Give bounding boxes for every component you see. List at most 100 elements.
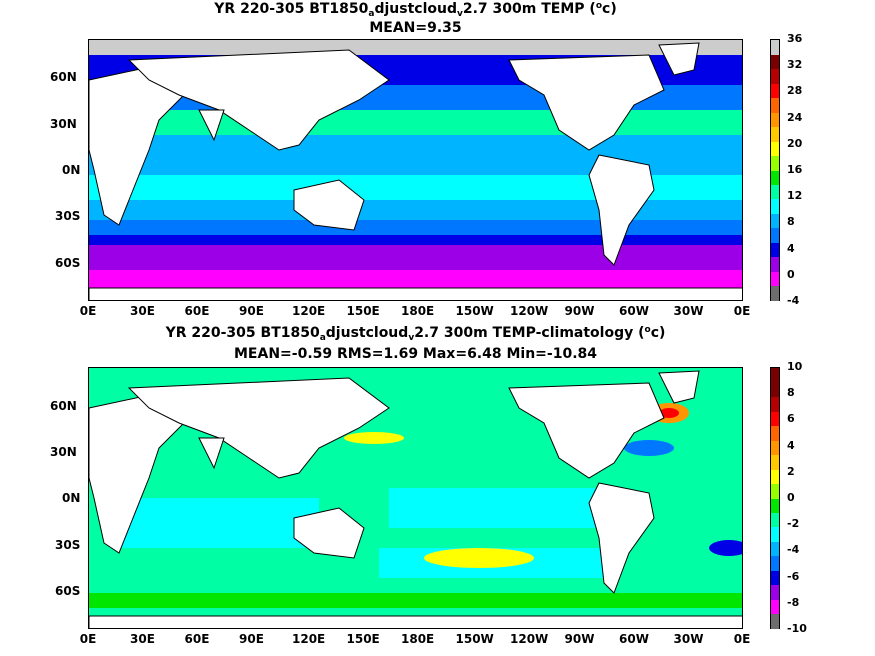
lon-label: 30E bbox=[130, 304, 155, 318]
panel2-colorbar bbox=[770, 367, 780, 629]
lon-label: 120E bbox=[292, 632, 326, 646]
lat-label: 0N bbox=[62, 491, 81, 505]
colorbar-tick-label: 16 bbox=[787, 163, 803, 176]
colorbar-segment bbox=[771, 170, 779, 185]
lon-label: 60E bbox=[184, 304, 210, 318]
lon-label: 60E bbox=[184, 632, 210, 646]
colorbar-tick-label: -10 bbox=[787, 622, 807, 635]
lat-label: 60N bbox=[50, 399, 77, 413]
colorbar-tick-label: 20 bbox=[787, 136, 803, 150]
lon-label: 180E bbox=[401, 304, 435, 318]
colorbar-segment bbox=[771, 454, 779, 470]
lat-label: 30N bbox=[50, 117, 77, 131]
colorbar-segment bbox=[771, 54, 779, 70]
lat-label: 30S bbox=[55, 209, 81, 223]
panel1-map bbox=[88, 39, 743, 301]
colorbar-segment bbox=[771, 256, 779, 272]
colorbar-tick-label: 32 bbox=[787, 58, 803, 72]
colorbar-segment bbox=[771, 526, 779, 542]
colorbar-segment bbox=[771, 97, 779, 113]
lon-label: 90W bbox=[564, 304, 595, 318]
panel1-stats: MEAN=9.35 bbox=[369, 20, 462, 36]
lon-label: 150E bbox=[346, 632, 380, 646]
panel1-title: YR 220-305 BT1850adjustcloudv2.7 300m TE… bbox=[214, 1, 617, 19]
colorbar-segment bbox=[771, 613, 779, 629]
colorbar-segment bbox=[771, 411, 779, 427]
lon-label: 180E bbox=[401, 632, 435, 646]
colorbar-segment bbox=[771, 68, 779, 84]
lon-label: 30W bbox=[673, 304, 704, 318]
colorbar-segment bbox=[771, 227, 779, 243]
lon-label: 0E bbox=[79, 632, 97, 646]
colorbar-tick-label: 2 bbox=[787, 464, 795, 478]
panel1-colorbar bbox=[770, 39, 780, 301]
colorbar-segment bbox=[771, 368, 779, 383]
colorbar-tick-label: 10 bbox=[787, 360, 803, 373]
colorbar-segment bbox=[771, 271, 779, 287]
colorbar-tick-label: -8 bbox=[787, 595, 800, 609]
colorbar-segment bbox=[771, 584, 779, 600]
lon-label: 0E bbox=[733, 304, 751, 318]
colorbar-tick-label: 36 bbox=[787, 32, 803, 45]
colorbar-tick-label: 8 bbox=[787, 386, 795, 400]
colorbar-segment bbox=[771, 483, 779, 499]
lat-label: 60S bbox=[55, 584, 81, 598]
colorbar-tick-label: 8 bbox=[787, 215, 795, 229]
lat-label: 30S bbox=[55, 538, 81, 552]
colorbar-segment bbox=[771, 555, 779, 571]
colorbar-tick-label: 0 bbox=[787, 267, 795, 281]
colorbar-tick-label: 6 bbox=[787, 412, 795, 426]
colorbar-tick-label: 0 bbox=[787, 491, 795, 504]
colorbar-tick-label: 24 bbox=[787, 110, 803, 124]
colorbar-segment bbox=[771, 112, 779, 128]
colorbar-segment bbox=[771, 213, 779, 229]
lon-label: 30E bbox=[130, 632, 155, 646]
lon-label: 60W bbox=[619, 304, 649, 318]
colorbar-tick-label: 4 bbox=[787, 438, 795, 452]
lat-label: 30N bbox=[50, 445, 77, 459]
colorbar-segment bbox=[771, 242, 779, 258]
lon-label: 150E bbox=[346, 304, 380, 318]
colorbar-segment bbox=[771, 469, 779, 485]
lon-label: 0E bbox=[733, 632, 751, 646]
lat-label: 60N bbox=[50, 70, 77, 84]
colorbar-tick-label: -4 bbox=[787, 294, 800, 307]
colorbar-segment bbox=[771, 396, 779, 412]
colorbar-tick-label: -2 bbox=[787, 517, 800, 531]
colorbar-segment bbox=[771, 570, 779, 586]
colorbar-tick-label: -4 bbox=[787, 543, 800, 557]
lon-label: 120W bbox=[510, 304, 549, 318]
colorbar-segment bbox=[771, 425, 779, 441]
colorbar-segment bbox=[771, 155, 779, 171]
lon-label: 60W bbox=[619, 632, 649, 646]
lon-label: 120E bbox=[292, 304, 326, 318]
colorbar-segment bbox=[771, 541, 779, 557]
colorbar-segment bbox=[771, 126, 779, 142]
lon-label: 150W bbox=[455, 304, 494, 318]
colorbar-tick-label: 12 bbox=[787, 189, 803, 203]
colorbar-segment bbox=[771, 40, 779, 55]
colorbar-segment bbox=[771, 498, 779, 513]
panel2-map bbox=[88, 367, 743, 629]
colorbar-segment bbox=[771, 382, 779, 398]
lon-label: 30W bbox=[673, 632, 704, 646]
lat-label: 60S bbox=[55, 256, 81, 270]
panel2-title: YR 220-305 BT1850adjustcloudv2.7 300m TE… bbox=[165, 325, 666, 343]
colorbar-segment bbox=[771, 83, 779, 99]
lat-label: 0N bbox=[62, 163, 81, 177]
colorbar-tick-label: 28 bbox=[787, 84, 803, 98]
lon-label: 0E bbox=[79, 304, 97, 318]
lon-label: 90W bbox=[564, 632, 595, 646]
colorbar-segment bbox=[771, 141, 779, 157]
colorbar-tick-label: 4 bbox=[787, 241, 795, 255]
lon-label: 90E bbox=[239, 304, 264, 318]
colorbar-segment bbox=[771, 285, 779, 301]
lon-label: 150W bbox=[455, 632, 494, 646]
colorbar-segment bbox=[771, 440, 779, 456]
colorbar-tick-label: -6 bbox=[787, 569, 800, 583]
panel2-stats: MEAN=-0.59 RMS=1.69 Max=6.48 Min=-10.84 bbox=[233, 346, 598, 362]
colorbar-segment bbox=[771, 512, 779, 528]
colorbar-segment bbox=[771, 599, 779, 615]
colorbar-segment bbox=[771, 198, 779, 214]
lon-label: 120W bbox=[510, 632, 549, 646]
